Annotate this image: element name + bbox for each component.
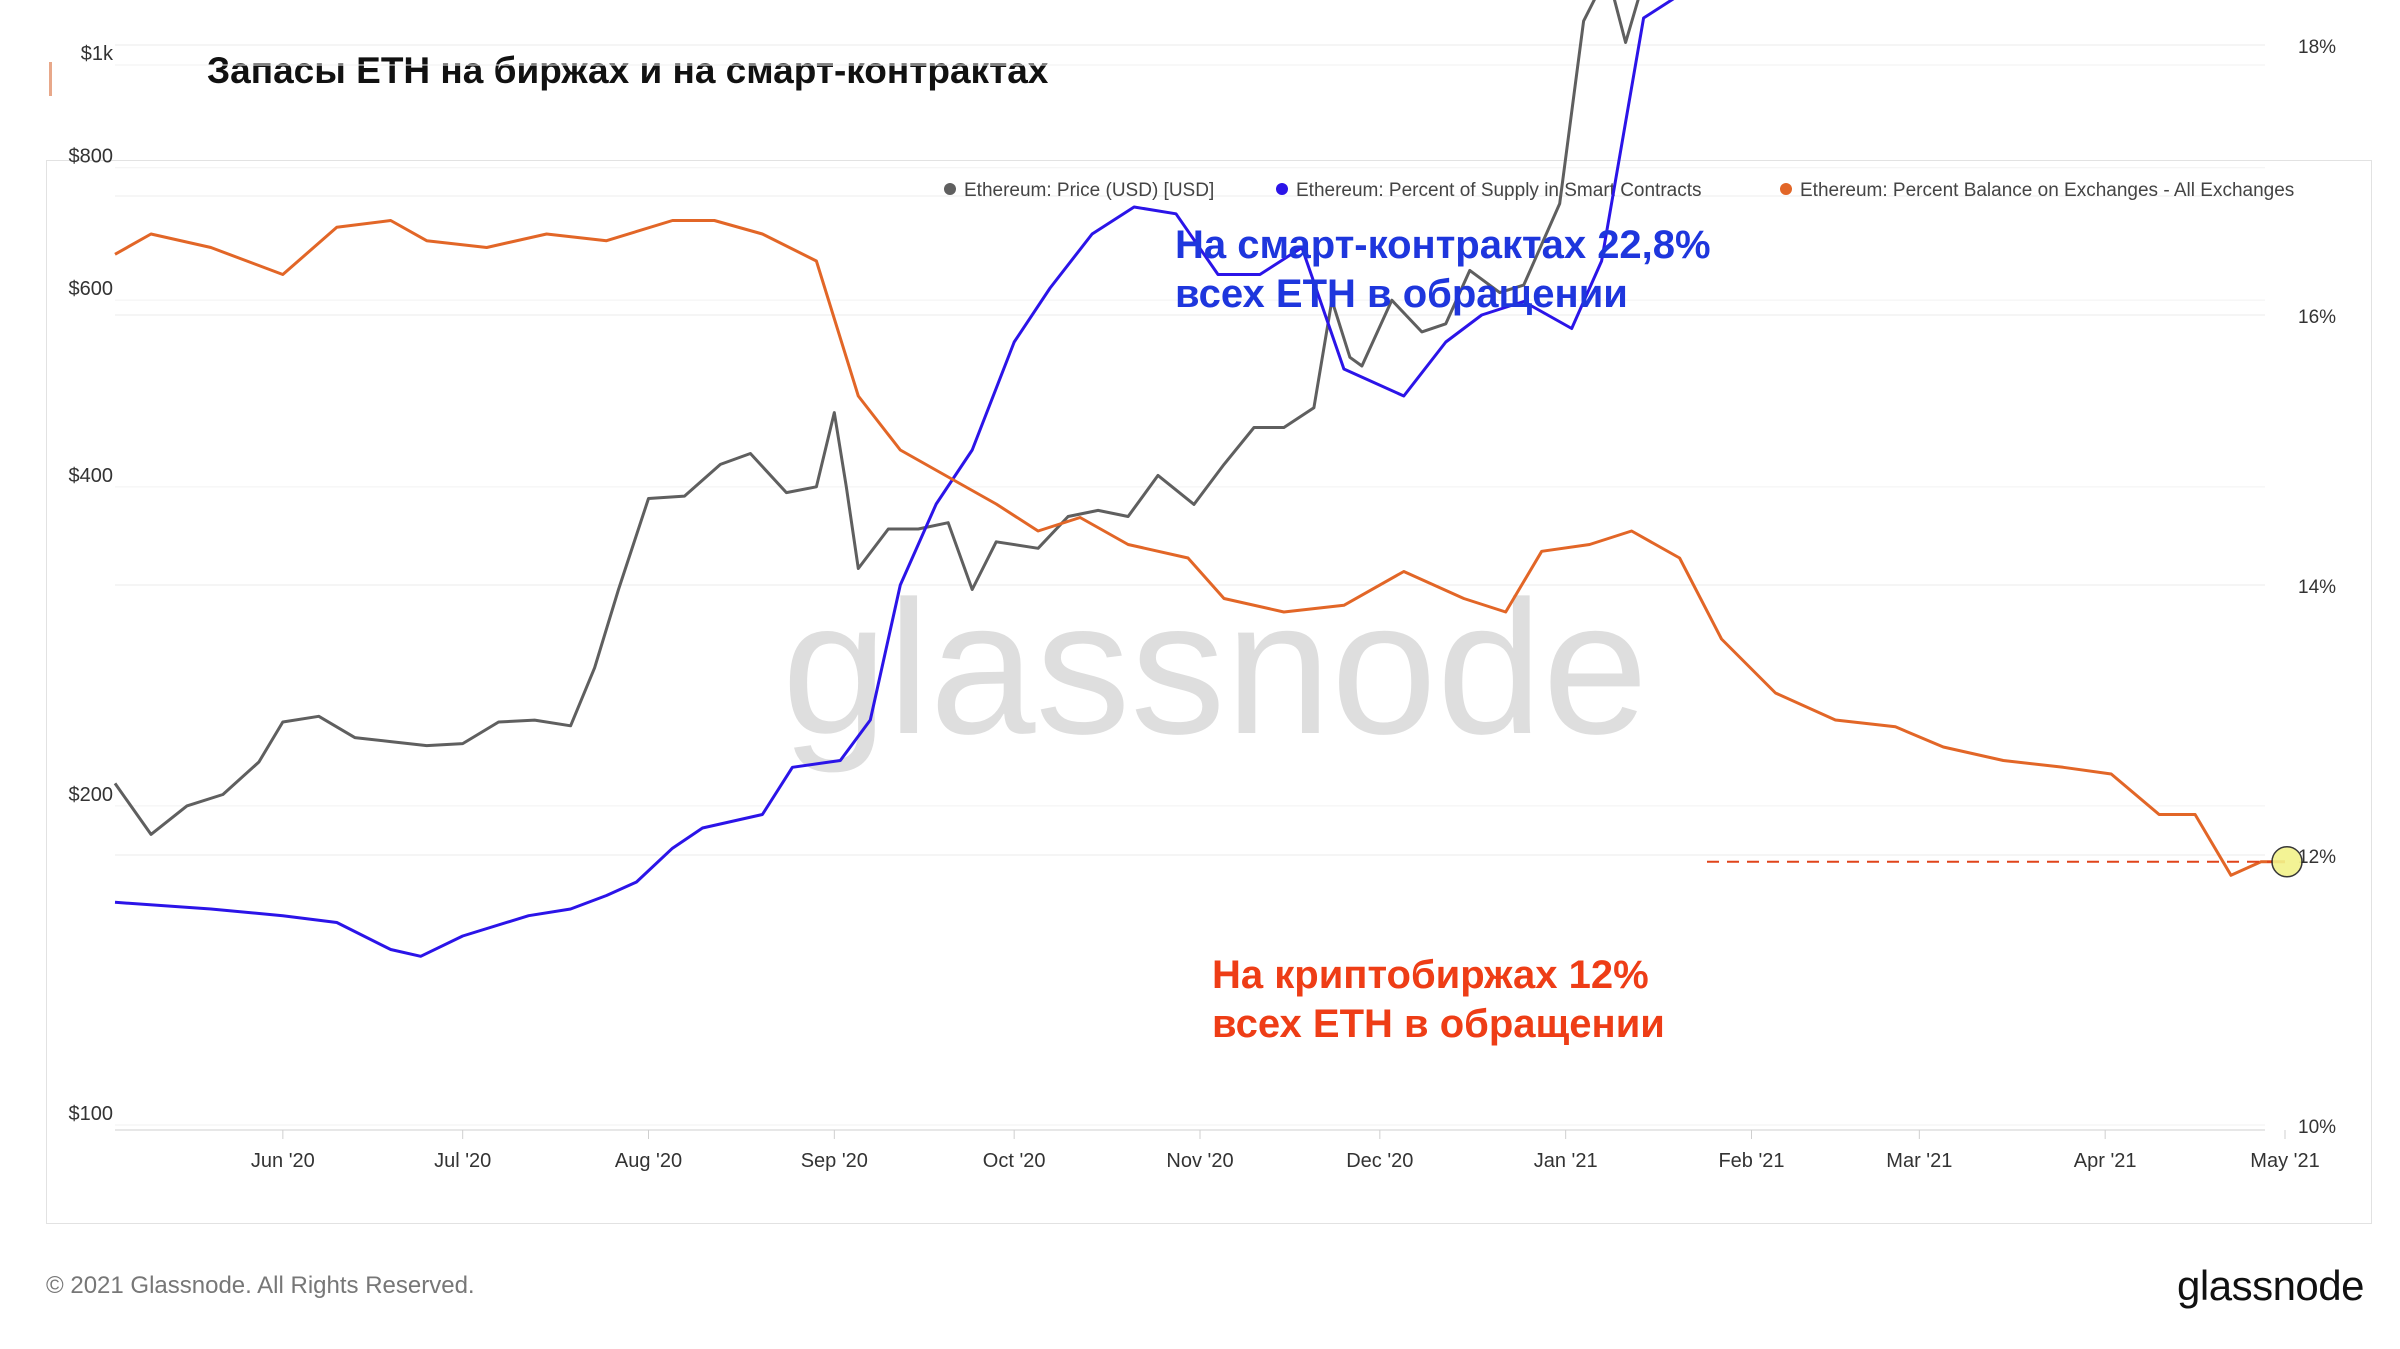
legend-item-label: Ethereum: Percent Balance on Exchanges -… — [1800, 180, 2294, 201]
x-tick-label: Sep '20 — [801, 1150, 868, 1172]
y-right-tick-label: 16% — [2298, 307, 2336, 328]
x-tick-label: Feb '21 — [1718, 1150, 1784, 1172]
y-right-tick-label: 12% — [2298, 847, 2336, 868]
y-right-tick-label: 18% — [2298, 37, 2336, 58]
watermark-text: glassnode — [782, 562, 1648, 774]
x-tick-label: May '21 — [2250, 1150, 2319, 1172]
annotation-exchanges-text: На криптобиржах 12% — [1212, 953, 1649, 997]
legend-item-label: Ethereum: Percent of Supply in Smart Con… — [1296, 180, 1702, 201]
series-line-smart-contracts — [114, 0, 1675, 958]
y-left-tick-label: $1k — [81, 43, 114, 65]
x-tick-label: Mar '21 — [1886, 1150, 1952, 1172]
title-accent-bar — [49, 62, 52, 96]
x-tick-label: Aug '20 — [615, 1150, 682, 1172]
legend-item-label: Ethereum: Price (USD) [USD] — [964, 180, 1214, 201]
x-tick-label: Apr '21 — [2074, 1150, 2137, 1172]
legend-marker — [1276, 183, 1288, 195]
x-tick-label: Jan '21 — [1534, 1150, 1598, 1172]
y-left-tick-label: $400 — [69, 465, 114, 487]
annotation-exchanges-highlight-circle — [2271, 846, 2303, 878]
legend-marker — [944, 183, 956, 195]
y-left-tick-label: $600 — [69, 278, 114, 300]
series-line-exchanges — [114, 219, 2285, 877]
x-tick-label: Oct '20 — [983, 1150, 1046, 1172]
x-tick-label: Jul '20 — [434, 1150, 491, 1172]
y-left-tick-label: $200 — [69, 784, 114, 806]
footer-logo: glassnode — [2177, 1262, 2364, 1309]
annotation-exchanges-text: всех ETH в обращении — [1212, 1002, 1665, 1046]
series-line-price — [113, 0, 1640, 836]
x-tick-label: Nov '20 — [1166, 1150, 1233, 1172]
legend-marker — [1780, 183, 1792, 195]
y-left-tick-label: $100 — [69, 1103, 114, 1125]
page-title: Запасы ETH на биржах и на смарт-контракт… — [207, 50, 1049, 91]
y-right-tick-label: 10% — [2298, 1117, 2336, 1138]
annotation-smart-contracts-text: На смарт-контрактах 22,8% — [1175, 223, 1711, 267]
footer-copyright: © 2021 Glassnode. All Rights Reserved. — [46, 1272, 475, 1299]
chart-frame — [46, 160, 2372, 1224]
x-tick-label: Jun '20 — [251, 1150, 315, 1172]
x-tick-label: Dec '20 — [1346, 1150, 1413, 1172]
annotation-smart-contracts-text: всех ETH в обращении — [1175, 272, 1628, 316]
y-right-tick-label: 14% — [2298, 577, 2336, 598]
y-left-tick-label: $800 — [69, 146, 114, 168]
